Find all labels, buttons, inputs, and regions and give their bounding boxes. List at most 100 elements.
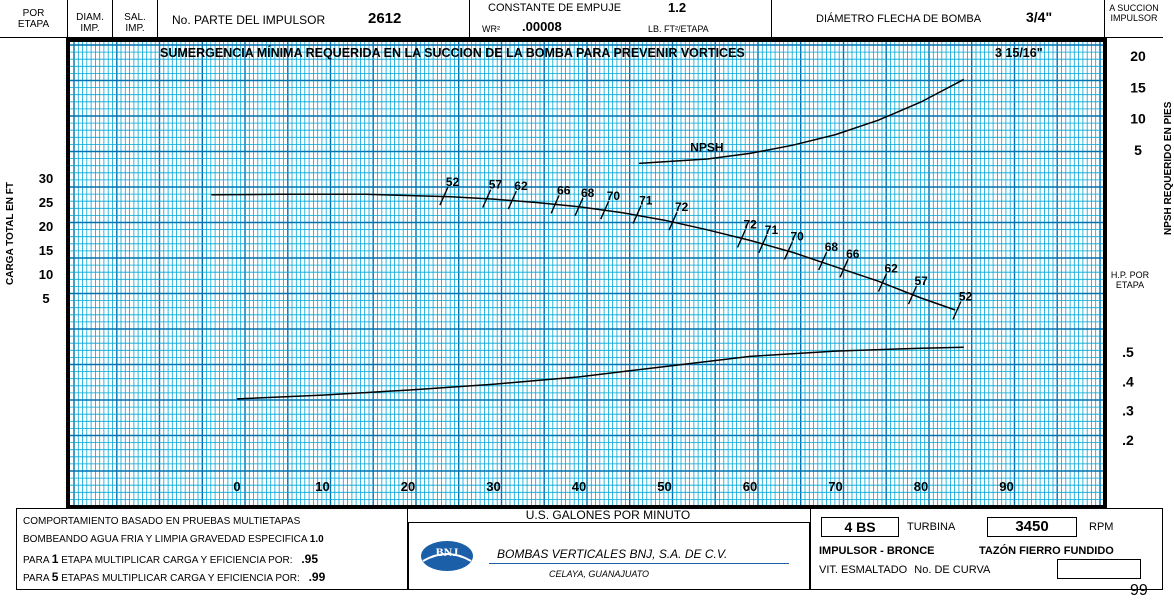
bnj-logo-oval [421,541,473,571]
efficiency-tick [600,200,610,220]
efficiency-tick [439,186,449,206]
chart-title-value: 3 15/16" [995,46,1043,60]
efficiency-tick [907,285,918,305]
curva-input[interactable] [1057,559,1141,579]
efficiency-tick [550,195,560,214]
diam-imp-label: DIAM. IMP. [76,12,104,34]
x-tick-label: 20 [401,479,415,494]
efficiency-label: 62 [885,262,899,276]
bnj-logo-text: BNJ [435,545,459,559]
notes-line3: PARA 1 ETAPA MULTIPLICAR CARGA Y EFICIEN… [23,552,318,566]
vit-line: VIT. ESMALTADO No. DE CURVA [819,564,990,576]
efficiency-label: 68 [825,240,839,254]
thrust-value: 1.2 [668,0,687,15]
efficiency-tick [574,197,584,217]
y-left-tick-label: 20 [39,219,53,234]
thrust-label: CONSTANTE DE EMPUJE [488,2,622,14]
series-head-curve [211,193,956,311]
page-number: 99 [1130,582,1148,599]
y-right-lower-tick-label: .4 [1122,373,1134,389]
notes-line2: BOMBEANDO AGUA FRIA Y LIMPIA GRAVEDAD ES… [23,534,324,545]
efficiency-tick [758,234,768,254]
ticks: 0 10 20 30 40 50 60 70 80 90 30 25 20 15 10 5 20 15 10 5 .5.… [39,48,1146,494]
rpm-label: RPM [1089,521,1114,533]
notes-line4: PARA 5 ETAPAS MULTIPLICAR CARGA Y EFICIE… [23,570,325,584]
impulsor-label: IMPULSOR - BRONCE [819,545,935,557]
notes-line2-text: BOMBEANDO AGUA FRIA Y LIMPIA GRAVEDAD ES… [23,534,307,545]
x-tick-label: 80 [914,479,928,494]
model-box: 4 BS TURBINA 3450 RPM IMPULSOR - BRONCE … [810,508,1163,590]
efficiency-tick [818,251,828,271]
company-rule [489,563,789,564]
header-suction: A SUCCION IMPULSOR [1105,0,1163,38]
efficiency-marks: 52 57 62 66 68 70 71 72 72 71 70 68 66 62 57 52 [439,175,973,320]
y-right-lower-tick-label: .5 [1122,344,1134,360]
part-value: 2612 [368,10,402,27]
y-right-upper-tick-label: 15 [1130,79,1146,95]
efficiency-label: 66 [846,247,860,261]
x-tick-label: 0 [233,479,240,494]
header-por-etapa: POR ETAPA [0,0,68,38]
efficiency-label: 71 [639,194,653,208]
efficiency-tick [877,273,888,292]
wr-unit: LB. FT²/ETAPA [648,24,709,34]
notes-line3-num: 1 [51,552,59,566]
efficiency-tick [507,190,517,210]
y-left-tick-label: 5 [42,291,49,306]
efficiency-label: 52 [959,290,973,304]
npsh-series-label: NPSH [690,141,723,155]
wr-label: WR² [482,24,500,34]
efficiency-tick [668,211,678,231]
vit-label: VIT. ESMALTADO [819,564,908,576]
series-hp-curve [236,346,964,400]
efficiency-label: 57 [489,178,503,192]
header-thrust: CONSTANTE DE EMPUJE 1.2 WR² .00008 LB. F… [470,0,772,38]
efficiency-tick [632,205,642,224]
y-right-upper-tick-label: 5 [1134,142,1142,158]
y-left-tick-label: 10 [39,267,53,282]
series: NPSH [211,78,965,400]
y-left-tick-label: 15 [39,243,53,258]
x-tick-label: 40 [572,479,586,494]
efficiency-label: 57 [915,274,929,288]
efficiency-tick [736,229,747,248]
efficiency-label: 66 [557,183,571,197]
rpm-value: 3450 [987,517,1077,537]
notes-line4-num: 5 [51,570,59,584]
y-right-lower-tick-label: .2 [1122,432,1134,448]
efficiency-tick [952,301,962,320]
shaft-value: 3/4" [1026,9,1053,25]
y-right-lower-label: H.P. POR ETAPA [1110,270,1150,290]
y-right-upper-tick-label: 20 [1130,48,1146,64]
x-axis-label: U.S. GALONES POR MINUTO [525,508,691,522]
notes-line2-value: 1.0 [309,534,324,545]
bnj-logo [421,541,473,571]
header-shaft: DIÁMETRO FLECHA DE BOMBA 3/4" [772,0,1105,38]
x-tick-label: 90 [999,479,1013,494]
efficiency-tick [482,189,492,208]
x-tick-label: 60 [743,479,757,494]
efficiency-label: 72 [675,200,689,214]
notes-line3-value: .95 [301,552,319,566]
efficiency-label: 71 [765,223,779,237]
x-tick-label: 30 [486,479,500,494]
notes-line4-prefix: PARA [23,573,49,584]
efficiency-label: 52 [446,175,460,189]
y-left-tick-label: 25 [39,195,53,210]
x-tick-label: 70 [828,479,842,494]
part-label: No. PARTE DEL IMPULSOR [172,13,326,27]
suction-label: A SUCCION IMPULSOR [1109,3,1159,23]
x-tick-label: 10 [315,479,329,494]
efficiency-label: 70 [607,189,621,203]
efficiency-tick [783,241,794,260]
turbina-label: TURBINA [907,521,956,533]
y-right-upper-label: NPSH REQUERIDO EN PIES [1163,101,1174,235]
notes-line4-text: ETAPAS MULTIPLICAR CARGA Y EFICIENCIA PO… [61,573,300,584]
model-value: 4 BS [821,517,899,537]
header-diam-imp: DIAM. IMP. [68,0,113,38]
wr-value: .00008 [522,19,562,34]
header-part: No. PARTE DEL IMPULSOR 2612 [158,0,470,38]
efficiency-label: 72 [744,218,758,232]
efficiency-label: 62 [514,179,528,193]
